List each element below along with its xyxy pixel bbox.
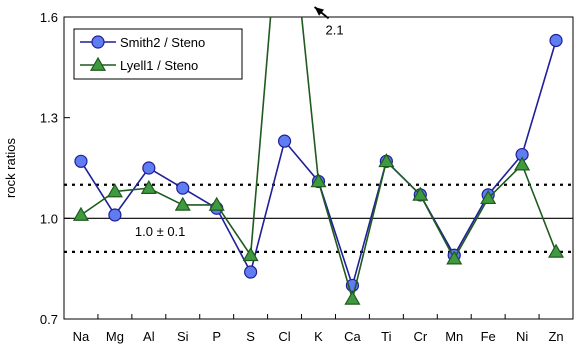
data-point-circle — [277, 134, 292, 148]
data-point-circle — [74, 154, 88, 168]
x-tick-label: P — [212, 329, 221, 344]
legend-label-2: Lyell1 / Steno — [120, 58, 198, 73]
data-point-triangle — [547, 243, 565, 258]
y-tick-label: 1.3 — [40, 111, 58, 126]
plot-area: 0.7 1.0 1.3 1.6 Na Mg Al Si P S Cl K Ca Ti Cr Mn Fe Ni Zn 1… — [40, 6, 574, 344]
annotation-offscale-label: 2.1 — [326, 22, 344, 37]
x-tick-label: Zn — [548, 329, 563, 344]
y-axis-label: rock ratios — [3, 138, 18, 198]
data-point-triangle — [446, 250, 463, 265]
x-tick-label: Na — [73, 329, 90, 344]
data-point-triangle — [208, 196, 225, 211]
data-point-triangle — [480, 189, 497, 205]
x-tick-label: Ca — [344, 329, 361, 344]
x-tick-label: Mn — [445, 329, 463, 344]
y-tick-label: 1.0 — [40, 211, 58, 226]
x-tick-label: Al — [143, 329, 155, 344]
data-point-triangle — [174, 196, 191, 211]
x-tick-label: Ni — [516, 329, 528, 344]
x-tick-label: Cl — [278, 329, 290, 344]
data-point-triangle — [242, 247, 259, 262]
x-tick-label: Ti — [381, 329, 391, 344]
data-point-circle — [549, 33, 563, 48]
data-point-triangle — [310, 173, 327, 188]
plot-frame — [63, 16, 574, 320]
data-point-triangle — [378, 153, 395, 168]
data-point-circle — [176, 181, 190, 195]
data-point-triangle — [344, 290, 361, 305]
data-point-circle — [142, 161, 156, 175]
x-tick-label: Cr — [413, 329, 427, 344]
legend-marker-circle — [91, 35, 105, 49]
data-point-triangle — [514, 156, 531, 171]
data-point-triangle — [72, 206, 90, 221]
series-layer — [72, 17, 565, 305]
data-point-triangle — [412, 186, 429, 201]
y-tick-label: 1.6 — [40, 10, 58, 25]
data-point-circle — [108, 208, 122, 222]
x-tick-label: Mg — [106, 329, 124, 344]
legend-marker-triangle — [89, 56, 107, 71]
data-point-triangle — [106, 183, 123, 198]
data-point-triangle — [140, 179, 157, 194]
y-tick-label: 0.7 — [40, 312, 58, 327]
x-tick-label: Si — [177, 329, 189, 344]
legend: Smith2 / Steno Lyell1 / Steno — [73, 28, 243, 80]
x-tick-label: K — [314, 329, 323, 344]
x-tick-label: Fe — [481, 329, 496, 344]
legend-label-1: Smith2 / Steno — [120, 35, 205, 50]
x-tick-label: S — [246, 329, 255, 344]
data-point-circle — [244, 265, 258, 279]
annotation-band-label: 1.0 ± 0.1 — [135, 224, 186, 239]
annotation-arrow-head — [314, 7, 325, 16]
